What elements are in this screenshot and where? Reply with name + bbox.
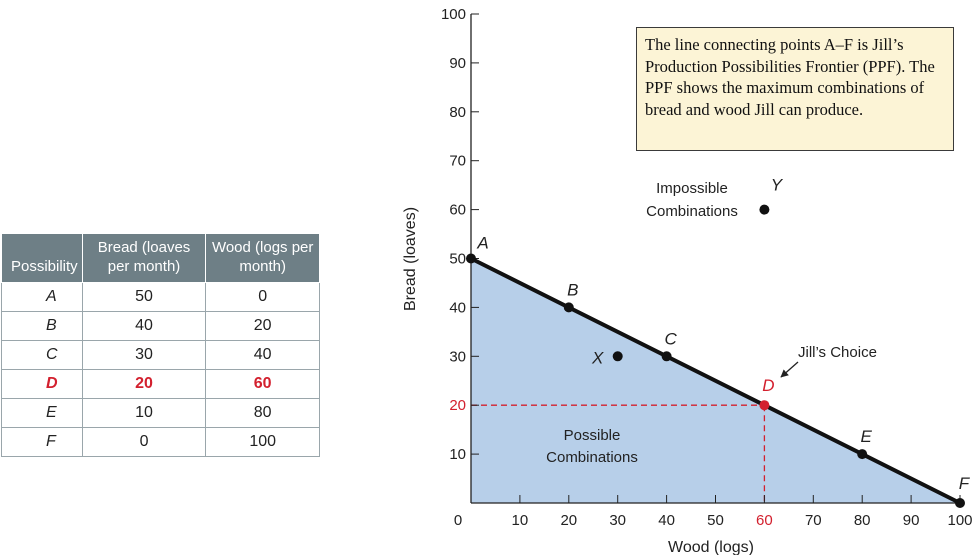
cell-wood: 0 (205, 282, 320, 312)
point-c (661, 351, 672, 362)
x-tick-label: 90 (903, 512, 920, 529)
ppf-table: Possibility Bread (loaves per month) Woo… (1, 233, 320, 457)
point-b (563, 302, 574, 313)
y-tick-label: 80 (449, 104, 466, 121)
cell-bread: 0 (81, 427, 207, 457)
ppf-line (470, 256, 961, 505)
possible-combinations-label: Possible Combinations (546, 427, 638, 466)
table-header-row: Possibility Bread (loaves per month) Woo… (1, 233, 320, 283)
x-tick-label: 40 (658, 512, 675, 529)
table-row: E 10 80 (1, 398, 320, 428)
point-label-e: E (861, 427, 873, 446)
cell-bread: 30 (81, 340, 207, 370)
jills-choice-label: Jill’s Choice (798, 344, 877, 361)
cell-wood: 100 (205, 427, 320, 457)
x-tick-label: 50 (707, 512, 724, 529)
jills-choice-arrow (780, 361, 799, 378)
impossible-combinations-label: Impossible Combinations (646, 180, 738, 220)
point-label-b: B (567, 280, 578, 299)
y-tick-label: 10 (449, 446, 466, 463)
x-tick-label: 70 (805, 512, 822, 529)
point-x (612, 351, 623, 362)
point-label-c: C (664, 329, 677, 348)
y-tick-label: 60 (449, 202, 466, 219)
point-label-y: Y (771, 176, 784, 195)
table-row-highlighted: D 20 60 (1, 369, 320, 399)
cell-bread: 40 (81, 311, 207, 341)
y-tick-label: 100 (441, 6, 466, 23)
cell-possibility: A (1, 282, 83, 312)
header-possibility: Possibility (1, 233, 83, 283)
point-label-x: X (591, 348, 604, 367)
y-tick-label: 20 (449, 397, 466, 414)
y-tick-label: 30 (449, 348, 466, 365)
point-f (955, 498, 965, 508)
cell-wood: 40 (205, 340, 320, 370)
point-label-f: F (959, 474, 971, 493)
point-a (466, 253, 476, 264)
point-d (759, 400, 770, 411)
x-tick-label: 60 (756, 512, 773, 529)
cell-bread: 20 (81, 369, 207, 399)
table-row: B 40 20 (1, 311, 320, 341)
point-label-d: D (762, 376, 774, 395)
cell-possibility: D (1, 369, 83, 399)
x-tick-label: 20 (560, 512, 577, 529)
origin-label: 0 (454, 512, 462, 529)
cell-bread: 50 (81, 282, 207, 312)
point-y (759, 204, 770, 215)
ppf-callout: The line connecting points A–F is Jill’s… (636, 27, 954, 151)
header-wood: Wood (logs per month) (205, 233, 320, 283)
x-axis-label: Wood (logs) (668, 539, 754, 555)
point-label-a: A (476, 234, 488, 253)
y-tick-label: 50 (449, 251, 466, 268)
cell-wood: 20 (205, 311, 320, 341)
table-row: A 50 0 (1, 282, 320, 312)
y-tick-label: 90 (449, 55, 466, 72)
cell-bread: 10 (81, 398, 207, 428)
table-row: F 0 100 (1, 427, 320, 457)
y-axis-label: Bread (loaves) (402, 207, 419, 311)
cell-possibility: F (1, 427, 83, 457)
x-tick-label: 30 (609, 512, 626, 529)
y-tick-label: 70 (449, 153, 466, 170)
cell-wood: 80 (205, 398, 320, 428)
x-tick-label: 10 (512, 512, 529, 529)
y-tick-label: 40 (449, 299, 466, 316)
header-bread: Bread (loaves per month) (81, 233, 207, 283)
x-tick-label: 80 (854, 512, 871, 529)
table-row: C 30 40 (1, 340, 320, 370)
x-tick-label: 100 (947, 512, 972, 529)
point-e (857, 449, 868, 460)
